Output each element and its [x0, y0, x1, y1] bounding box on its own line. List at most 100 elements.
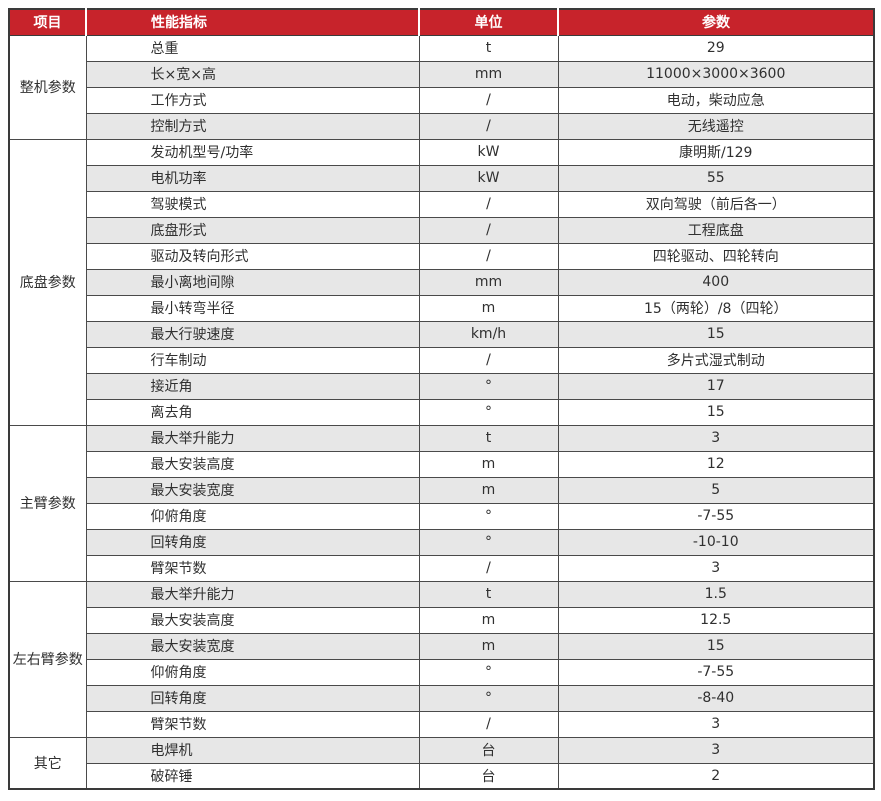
indicator-cell: 仰俯角度: [85, 502, 420, 530]
value-cell: 12: [557, 450, 875, 478]
unit-cell: mm: [418, 268, 559, 296]
spec-table-body: 整机参数 总重 t 29 长×宽×高 mm 11000×3000×3600 工作方式 / 电动，柴…: [8, 34, 875, 790]
table-row: 长×宽×高 mm 11000×3000×3600: [9, 60, 875, 88]
unit-cell: kW: [418, 138, 559, 166]
value-cell: 2: [557, 762, 875, 790]
unit-cell: 台: [418, 762, 559, 790]
unit-cell: t: [418, 424, 559, 452]
unit-cell: /: [418, 346, 559, 374]
value-cell: 15: [557, 320, 875, 348]
table-row: 最小离地间隙 mm 400: [9, 268, 875, 296]
indicator-cell: 最大行驶速度: [85, 320, 420, 348]
group-label-0: 整机参数: [8, 34, 87, 140]
table-row: 工作方式 / 电动，柴动应急: [9, 86, 875, 114]
unit-cell: m: [418, 294, 559, 322]
value-cell: 康明斯/129: [557, 138, 875, 166]
table-row: 回转角度 ° -10-10: [9, 528, 875, 556]
value-cell: 3: [557, 554, 875, 582]
group-label-1: 底盘参数: [8, 138, 87, 426]
value-cell: -8-40: [557, 684, 875, 712]
group-label-2: 主臂参数: [8, 424, 87, 582]
indicator-cell: 最大安装宽度: [85, 476, 420, 504]
value-cell: 双向驾驶（前后各一）: [557, 190, 875, 218]
unit-cell: t: [418, 580, 559, 608]
value-cell: 5: [557, 476, 875, 504]
indicator-cell: 最大安装高度: [85, 606, 420, 634]
unit-cell: °: [418, 372, 559, 400]
indicator-cell: 工作方式: [85, 86, 420, 114]
indicator-cell: 长×宽×高: [85, 60, 420, 88]
unit-cell: kW: [418, 164, 559, 192]
table-row: 其它 电焊机台 3: [8, 736, 875, 790]
table-row: 主臂参数 最大举升能力 t 3: [8, 424, 875, 582]
table-row: 电机功率 kW 55: [9, 164, 875, 192]
value-cell: 无线遥控: [557, 112, 875, 140]
unit-cell: m: [418, 476, 559, 504]
table-row: 驾驶模式 / 双向驾驶（前后各一）: [9, 190, 875, 218]
table-row: 底盘形式 / 工程底盘: [9, 216, 875, 244]
unit-cell: °: [418, 398, 559, 426]
table-row: 控制方式 / 无线遥控: [9, 112, 875, 140]
header-cell-value: 参数: [557, 8, 875, 36]
value-cell: 电动，柴动应急: [557, 86, 875, 114]
unit-cell: t: [418, 34, 559, 62]
value-cell: 多片式湿式制动: [557, 346, 875, 374]
indicator-cell: 最小离地间隙: [85, 268, 420, 296]
indicator-cell: 接近角: [85, 372, 420, 400]
header-cell-unit: 单位: [418, 8, 559, 36]
table-row: 仰俯角度 ° -7-55: [9, 658, 875, 686]
value-cell: 3: [557, 710, 875, 738]
table-row: 整机参数 总重 t 29: [8, 34, 875, 140]
indicator-cell: 最大安装宽度: [85, 632, 420, 660]
value-cell: 1.5: [557, 580, 875, 608]
table-row: 最大安装宽度 m 15: [9, 632, 875, 660]
value-cell: 15（两轮）/8（四轮）: [557, 294, 875, 322]
spec-table: 项目 性能指标 单位 参数 整机参数 总重 t 29 长×宽×高 mm 11000×3000…: [8, 8, 875, 790]
table-row: 最小转弯半径 m 15（两轮）/8（四轮）: [9, 294, 875, 322]
indicator-cell: 行车制动: [85, 346, 420, 374]
indicator-cell: 控制方式: [85, 112, 420, 140]
value-cell: 11000×3000×3600: [557, 60, 875, 88]
value-cell: 15: [557, 632, 875, 660]
table-row: 臂架节数/3: [9, 710, 875, 738]
unit-cell: mm: [418, 60, 559, 88]
value-cell: -7-55: [557, 658, 875, 686]
value-cell: 3: [557, 736, 875, 764]
table-row: 驱动及转向形式 / 四轮驱动、四轮转向: [9, 242, 875, 270]
table-row: 仰俯角度 ° -7-55: [9, 502, 875, 530]
indicator-cell: 最大安装高度: [85, 450, 420, 478]
value-cell: 55: [557, 164, 875, 192]
value-cell: 3: [557, 424, 875, 452]
indicator-cell: 底盘形式: [85, 216, 420, 244]
indicator-cell: 总重: [85, 34, 420, 62]
value-cell: -7-55: [557, 502, 875, 530]
table-row: 最大安装高度 m 12: [9, 450, 875, 478]
value-cell: 15: [557, 398, 875, 426]
table-row: 臂架节数/3: [9, 554, 875, 582]
table-row: 行车制动 / 多片式湿式制动: [9, 346, 875, 374]
value-cell: 工程底盘: [557, 216, 875, 244]
unit-cell: /: [418, 190, 559, 218]
unit-cell: /: [418, 216, 559, 244]
indicator-cell: 发动机型号/功率: [85, 138, 420, 166]
unit-cell: m: [418, 606, 559, 634]
unit-cell: km/h: [418, 320, 559, 348]
value-cell: 四轮驱动、四轮转向: [557, 242, 875, 270]
indicator-cell: 破碎锤: [85, 762, 420, 790]
unit-cell: /: [418, 86, 559, 114]
indicator-cell: 臂架节数: [85, 554, 420, 582]
table-row: 回转角度 ° -8-40: [9, 684, 875, 712]
table-row: 最大安装宽度 m 5: [9, 476, 875, 504]
unit-cell: /: [418, 710, 559, 738]
indicator-cell: 最大举升能力: [85, 424, 420, 452]
indicator-cell: 电焊机: [85, 736, 420, 764]
indicator-cell: 离去角: [85, 398, 420, 426]
header-cell-item: 项目: [8, 8, 87, 36]
group-label-4: 其它: [8, 736, 87, 790]
group-label-3: 左右臂参数: [8, 580, 87, 738]
unit-cell: /: [418, 112, 559, 140]
unit-cell: °: [418, 502, 559, 530]
indicator-cell: 最大举升能力: [85, 580, 420, 608]
indicator-cell: 驾驶模式: [85, 190, 420, 218]
table-row: 最大安装高度 m 12.5: [9, 606, 875, 634]
